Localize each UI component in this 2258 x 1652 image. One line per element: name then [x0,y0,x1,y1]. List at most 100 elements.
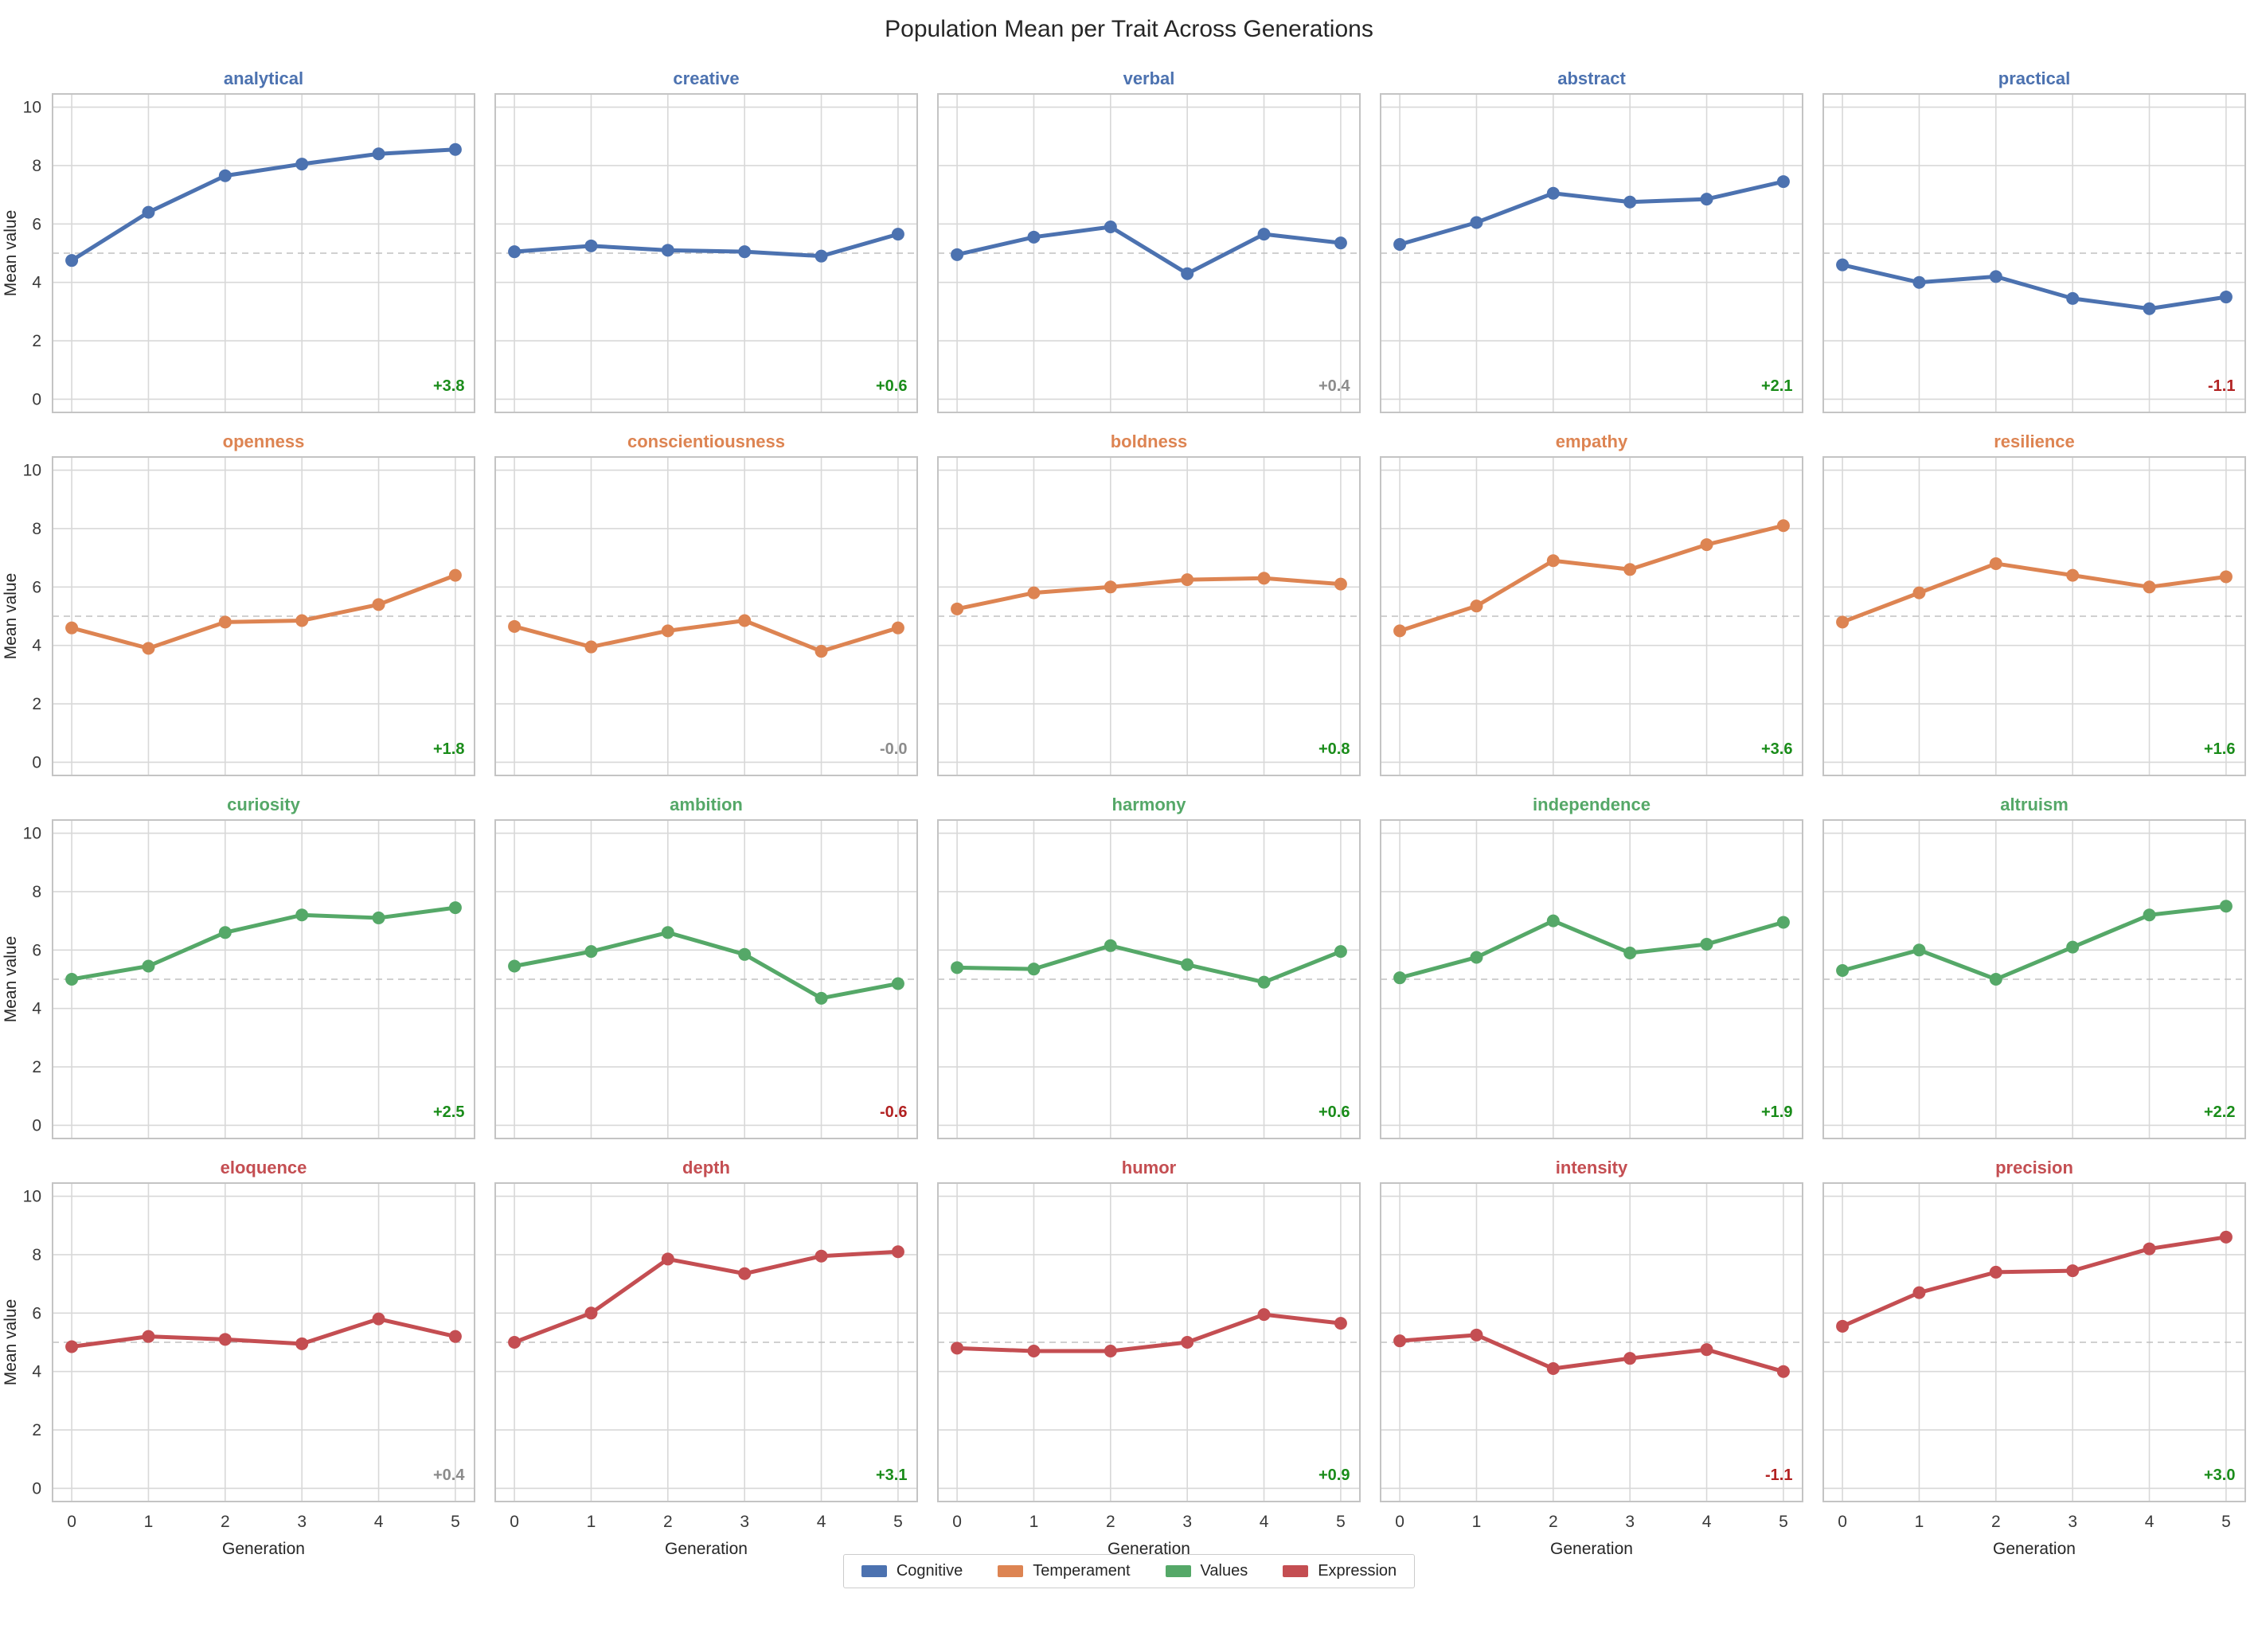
x-tick-label: 1 [1915,1513,1924,1531]
data-point [1776,519,1790,533]
y-tick-label: 2 [32,332,41,350]
legend-label: Cognitive [896,1562,963,1580]
data-point [1700,1343,1713,1357]
data-point [1836,1319,1850,1333]
series-line-practical [1840,263,2229,311]
x-axis-label: Generation [1108,1540,1190,1558]
data-point [448,901,462,915]
data-point [1181,1336,1194,1349]
subplot-title: openness [222,432,305,451]
subplot-canvas: +1.6 [1822,456,2246,776]
series-line-empathy [1397,523,1786,633]
legend: Cognitive Temperament Values Expression [842,1554,1416,1588]
data-point [951,1342,964,1355]
data-point [218,1333,232,1346]
data-point [372,147,385,161]
x-tick-label: 3 [297,1513,307,1531]
data-point [661,624,674,638]
data-point [661,926,674,939]
series-line-boldness [955,576,1343,611]
data-point [951,248,964,261]
subplot-canvas: -1.1 [1822,93,2246,413]
subplot-openness: openness +1.8 0 2 4 6 8 10 Mean value [2,430,475,776]
data-point [1836,258,1850,271]
legend-swatch-icon [998,1565,1024,1577]
series-line-precision [1840,1235,2229,1329]
data-point [448,568,462,582]
subplot-canvas: +3.1 0 1 2 3 4 5 Generation [494,1182,918,1558]
data-point [508,619,522,633]
x-tick-label: 0 [952,1513,962,1531]
subplot-practical: practical -1.1 [1822,67,2246,413]
subplot-analytical: analytical +3.8 0 2 4 6 8 10 Mean value [2,67,475,413]
series-line-analytical [69,147,458,263]
data-point [1623,946,1637,959]
data-point [891,228,904,241]
y-tick-label: 2 [32,1058,41,1076]
y-tick-label: 8 [32,520,41,538]
delta-annotation: +2.2 [2204,1103,2235,1121]
series-line-verbal [955,225,1343,276]
subplot-title: humor [1121,1158,1177,1177]
subplot-canvas: +0.4 [937,93,1361,413]
data-point [1836,963,1850,977]
data-point [2066,940,2080,954]
delta-annotation: +0.9 [1318,1466,1350,1484]
delta-annotation: +0.4 [1318,377,1350,395]
subplot-canvas: +0.9 0 1 2 3 4 5 Generation [937,1182,1361,1558]
delta-annotation: -0.0 [880,740,907,758]
data-point [1393,237,1407,251]
series-line-humor [955,1312,1343,1353]
series-line-conscientiousness [512,619,900,654]
data-point [951,961,964,974]
data-point [1257,975,1271,989]
data-point [1181,958,1194,971]
legend-row: Cognitive Temperament Values Expression [0,1554,2258,1588]
data-point [738,947,752,961]
data-point [2219,570,2233,584]
subplot-creative: creative +0.6 [494,67,918,413]
y-tick-label: 0 [32,753,41,771]
data-point [1836,615,1850,629]
figure-title: Population Mean per Trait Across Generat… [885,16,1373,42]
legend-swatch-icon [861,1565,887,1577]
data-point [1546,186,1560,200]
data-point [661,1252,674,1266]
y-tick-label: 4 [32,1000,41,1018]
data-point [815,991,828,1005]
data-point [1027,1345,1041,1358]
data-point [2219,291,2233,304]
subplot-eloquence: eloquence +0.4 0 2 4 6 8 10 Mean value 0 1 2 3 4 5 Gen… [2,1156,475,1558]
legend-item-temperament: Temperament [998,1562,1131,1580]
data-point [738,614,752,627]
delta-annotation: -0.6 [880,1103,907,1121]
x-tick-label: 1 [587,1513,596,1531]
data-point [1700,538,1713,552]
x-tick-label: 2 [1106,1513,1115,1531]
series-line-creative [512,232,900,259]
subplot-canvas: +1.8 0 2 4 6 8 10 Mean value [2,456,475,776]
y-tick-label: 4 [32,637,41,655]
data-point [508,959,522,973]
series-line-ambition [512,930,900,1001]
delta-annotation: +3.1 [876,1466,907,1484]
series-line-resilience [1840,561,2229,624]
data-point [372,598,385,611]
x-tick-label: 4 [817,1513,826,1531]
series-line-independence [1397,919,1786,980]
subplot-canvas: +3.8 0 2 4 6 8 10 Mean value [2,93,475,413]
data-point [1912,943,1926,957]
data-point [891,977,904,990]
subplot-title: independence [1533,795,1651,814]
subplot-title: resilience [1994,432,2075,451]
x-tick-label: 1 [144,1513,154,1531]
data-point [1257,228,1271,241]
data-point [2143,908,2156,922]
y-tick-label: 10 [23,462,41,480]
data-point [295,1337,309,1350]
x-tick-label: 0 [1838,1513,1847,1531]
data-point [738,1267,752,1280]
y-tick-label: 10 [23,825,41,843]
subplot-canvas: +2.2 [1822,819,2246,1139]
data-point [1989,557,2002,570]
